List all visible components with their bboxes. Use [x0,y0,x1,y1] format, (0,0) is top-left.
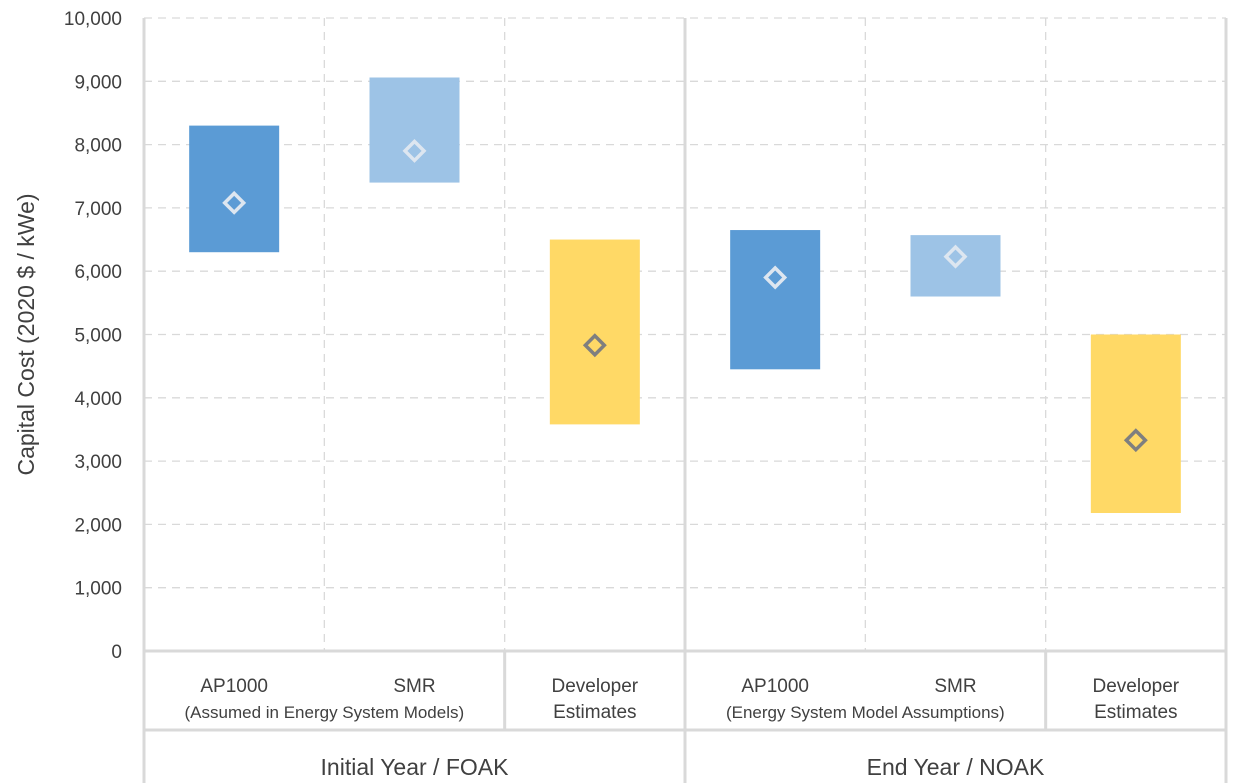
category-label: SMR [393,676,435,697]
range-bar [1090,334,1181,514]
y-tick-label: 4,000 [74,389,122,410]
group-label: End Year / NOAK [867,754,1045,780]
y-tick-label: 8,000 [74,136,122,157]
y-axis-label: Capital Cost (2020 $ / kWe) [13,193,39,475]
point-marker [943,244,968,269]
y-tick-label: 5,000 [74,326,122,347]
category-sublabel: Estimates [1094,702,1177,723]
grid [142,17,1228,783]
category-label: Developer [1093,676,1180,697]
category-label: SMR [934,676,976,697]
category-label: AP1000 [200,676,268,697]
point-marker [763,265,788,290]
y-tick-label: 10,000 [64,9,122,30]
point-marker [402,138,427,163]
y-ticks: 0 1,000 2,000 3,000 4,000 5,000 6,000 7,000 8,00… [64,9,122,663]
y-tick-label: 2,000 [74,515,122,536]
point-marker [582,333,607,358]
category-labels: AP1000 (Assumed in Energy System Models) S… [185,676,1180,780]
category-label: AP1000 [741,676,809,697]
y-tick-label: 3,000 [74,452,122,473]
category-label: Developer [552,676,639,697]
range-bar [369,77,460,183]
point-marker [222,190,247,215]
y-tick-label: 6,000 [74,262,122,283]
y-tick-label: 9,000 [74,72,122,93]
y-tick-label: 0 [111,642,122,663]
y-tick-label: 7,000 [74,199,122,220]
y-tick-label: 1,000 [74,579,122,600]
range-bar [189,125,280,253]
category-sublabel: (Assumed in Energy System Models) [185,703,465,722]
range-bar [730,230,821,370]
bars [189,77,1181,514]
group-label: Initial Year / FOAK [321,754,510,780]
category-sublabel: (Energy System Model Assumptions) [726,703,1005,722]
range-bar [549,239,640,425]
category-sublabel: Estimates [553,702,636,723]
point-marker [1123,428,1148,453]
